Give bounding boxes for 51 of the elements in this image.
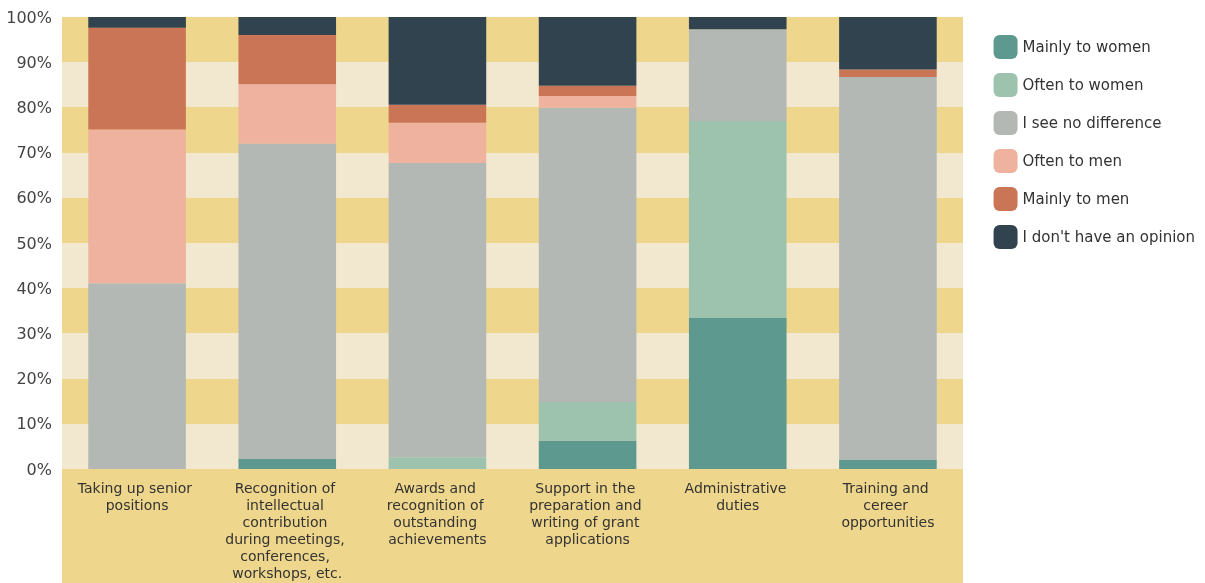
x-tick-label: Administrative duties: [684, 479, 791, 513]
bar: [538, 402, 637, 441]
bar: [538, 17, 637, 86]
bar: [88, 17, 186, 28]
y-tick-label: 100%: [6, 7, 52, 27]
y-tick-label: 20%: [16, 369, 52, 389]
bar: [88, 129, 186, 284]
bar: [688, 17, 787, 30]
legend-label: I see no difference: [1022, 114, 1162, 132]
bar: [688, 318, 787, 469]
y-tick-label: 10%: [16, 414, 52, 434]
legend-label: Mainly to men: [1022, 190, 1130, 208]
x-tick-label: Awards and recognition of outstanding achievements: [386, 479, 489, 547]
bar: [388, 163, 487, 458]
bar: [538, 440, 637, 469]
bar: [238, 17, 337, 36]
legend-label: I don't have an opinion: [1022, 228, 1195, 246]
bar: [238, 459, 337, 469]
x-tick-label: Training and cereer opportunities: [841, 479, 935, 530]
bar: [839, 459, 937, 469]
bar: [839, 77, 937, 460]
bar: [688, 29, 787, 121]
legend-label: Often to men: [1022, 152, 1122, 170]
bar: [388, 104, 487, 123]
x-tick-label: Support in the preparation and writing of grant applications: [529, 479, 646, 547]
bar: [388, 457, 487, 469]
y-tick-label: 90%: [16, 52, 52, 72]
bar: [388, 17, 487, 105]
bar: [538, 85, 637, 97]
bar: [238, 35, 337, 85]
bar: [839, 69, 937, 78]
bar: [538, 107, 637, 403]
x-tick-label: Recognition of intellectual contribution during meetings, conferences, workshops, etc.: [225, 479, 350, 581]
y-tick-label: 70%: [16, 143, 52, 163]
y-tick-label: 60%: [16, 188, 52, 208]
legend-label: Mainly to women: [1022, 38, 1151, 56]
bar: [88, 283, 186, 469]
y-tick-label: 80%: [16, 97, 52, 117]
bar: [238, 84, 337, 144]
y-tick-label: 0%: [26, 459, 52, 479]
x-tick-label: Taking up senior positions: [76, 479, 197, 513]
bar: [88, 27, 186, 130]
bar: [238, 143, 337, 460]
y-tick-label: 30%: [16, 323, 52, 343]
y-tick-label: 50%: [16, 233, 52, 253]
bar: [538, 96, 637, 108]
y-tick-label: 40%: [16, 278, 52, 298]
bar: [388, 122, 487, 163]
bar: [688, 120, 787, 319]
bar: [839, 17, 937, 70]
legend-label: Often to women: [1022, 76, 1144, 94]
